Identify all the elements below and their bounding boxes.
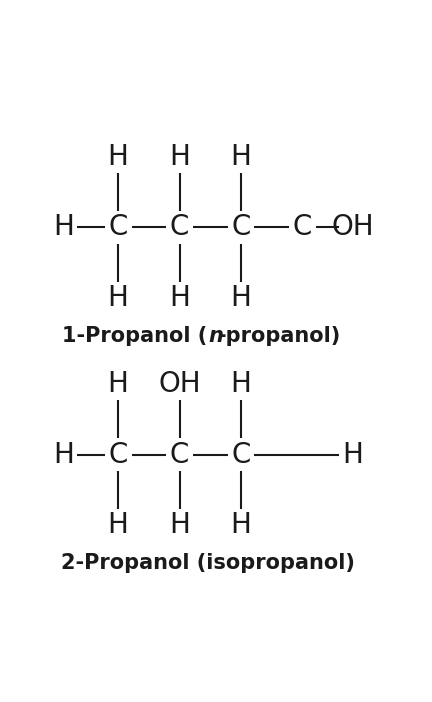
Text: C: C [108, 213, 128, 241]
Text: OH: OH [158, 370, 201, 398]
Text: H: H [108, 370, 129, 398]
Text: H: H [231, 143, 251, 171]
Text: C: C [292, 213, 312, 241]
Text: C: C [170, 213, 189, 241]
Text: n: n [209, 326, 224, 345]
Text: H: H [231, 370, 251, 398]
Text: H: H [108, 511, 129, 538]
Text: H: H [108, 284, 129, 312]
Text: 2-Propanol (isopropanol): 2-Propanol (isopropanol) [60, 552, 354, 573]
Text: H: H [342, 441, 363, 468]
Text: H: H [231, 284, 251, 312]
Text: H: H [108, 143, 129, 171]
Text: OH: OH [331, 213, 374, 241]
Text: C: C [231, 213, 251, 241]
Text: C: C [231, 441, 251, 468]
Text: -propanol): -propanol) [218, 326, 341, 345]
Text: H: H [231, 511, 251, 538]
Text: C: C [108, 441, 128, 468]
Text: H: H [53, 441, 74, 468]
Text: H: H [169, 511, 190, 538]
Text: 1-Propanol (: 1-Propanol ( [62, 326, 207, 345]
Text: H: H [169, 143, 190, 171]
Text: C: C [170, 441, 189, 468]
Text: H: H [169, 284, 190, 312]
Text: H: H [53, 213, 74, 241]
